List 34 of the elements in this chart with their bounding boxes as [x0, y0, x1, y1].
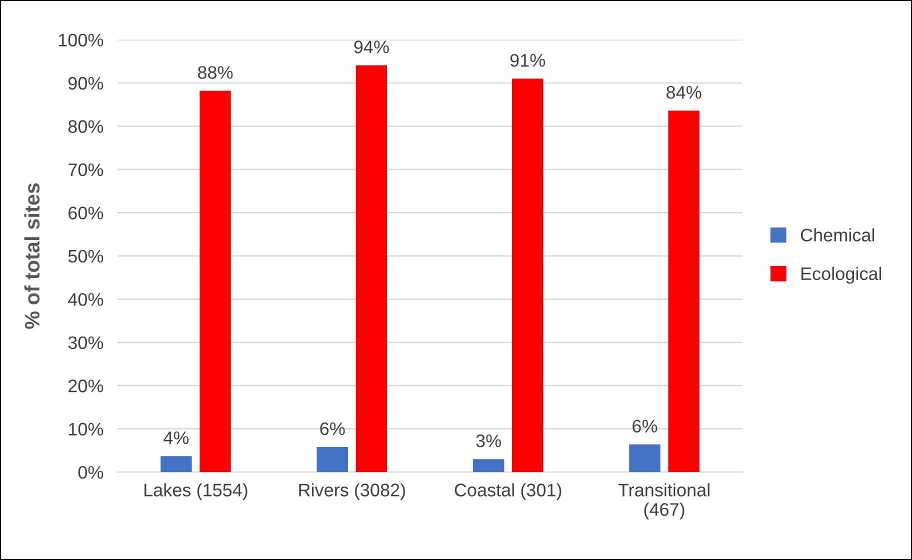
bar — [200, 90, 231, 472]
y-tick-label: 90% — [68, 76, 104, 90]
y-tick-label: 60% — [68, 206, 104, 220]
y-tick-label: 70% — [68, 163, 104, 176]
data-label: 6% — [632, 420, 658, 433]
bar — [512, 78, 544, 472]
bar — [629, 444, 660, 472]
y-tick-label: 40% — [68, 293, 104, 306]
data-label: 4% — [164, 431, 189, 444]
x-tick-label: Rivers (3082) — [299, 483, 405, 500]
legend-label: Ecological — [801, 266, 882, 284]
data-label: 94% — [354, 40, 389, 54]
y-tick-label: 30% — [68, 336, 104, 350]
y-axis-title: % of total sites — [24, 183, 40, 329]
x-tick-label: Transitional (467) — [618, 483, 710, 520]
y-tick-label: 100% — [58, 34, 104, 46]
data-label: 88% — [198, 66, 233, 79]
y-tick-label: 0% — [78, 466, 104, 479]
bar — [356, 65, 388, 472]
x-tick-label: Lakes (1554) — [144, 483, 248, 500]
data-label: 3% — [476, 434, 501, 448]
data-label: 84% — [666, 86, 702, 99]
data-label: 91% — [510, 54, 546, 67]
bar — [472, 459, 504, 472]
bar — [668, 110, 700, 472]
bar — [316, 447, 348, 472]
bar — [160, 456, 192, 472]
y-tick-label: 80% — [68, 120, 104, 133]
legend-label: Chemical — [800, 228, 874, 242]
y-tick-label: 20% — [68, 380, 104, 392]
y-tick-label: 10% — [69, 422, 104, 436]
x-tick-label: Coastal (301) — [454, 483, 562, 500]
data-label: 6% — [320, 422, 345, 436]
y-tick-label: 50% — [68, 250, 104, 263]
